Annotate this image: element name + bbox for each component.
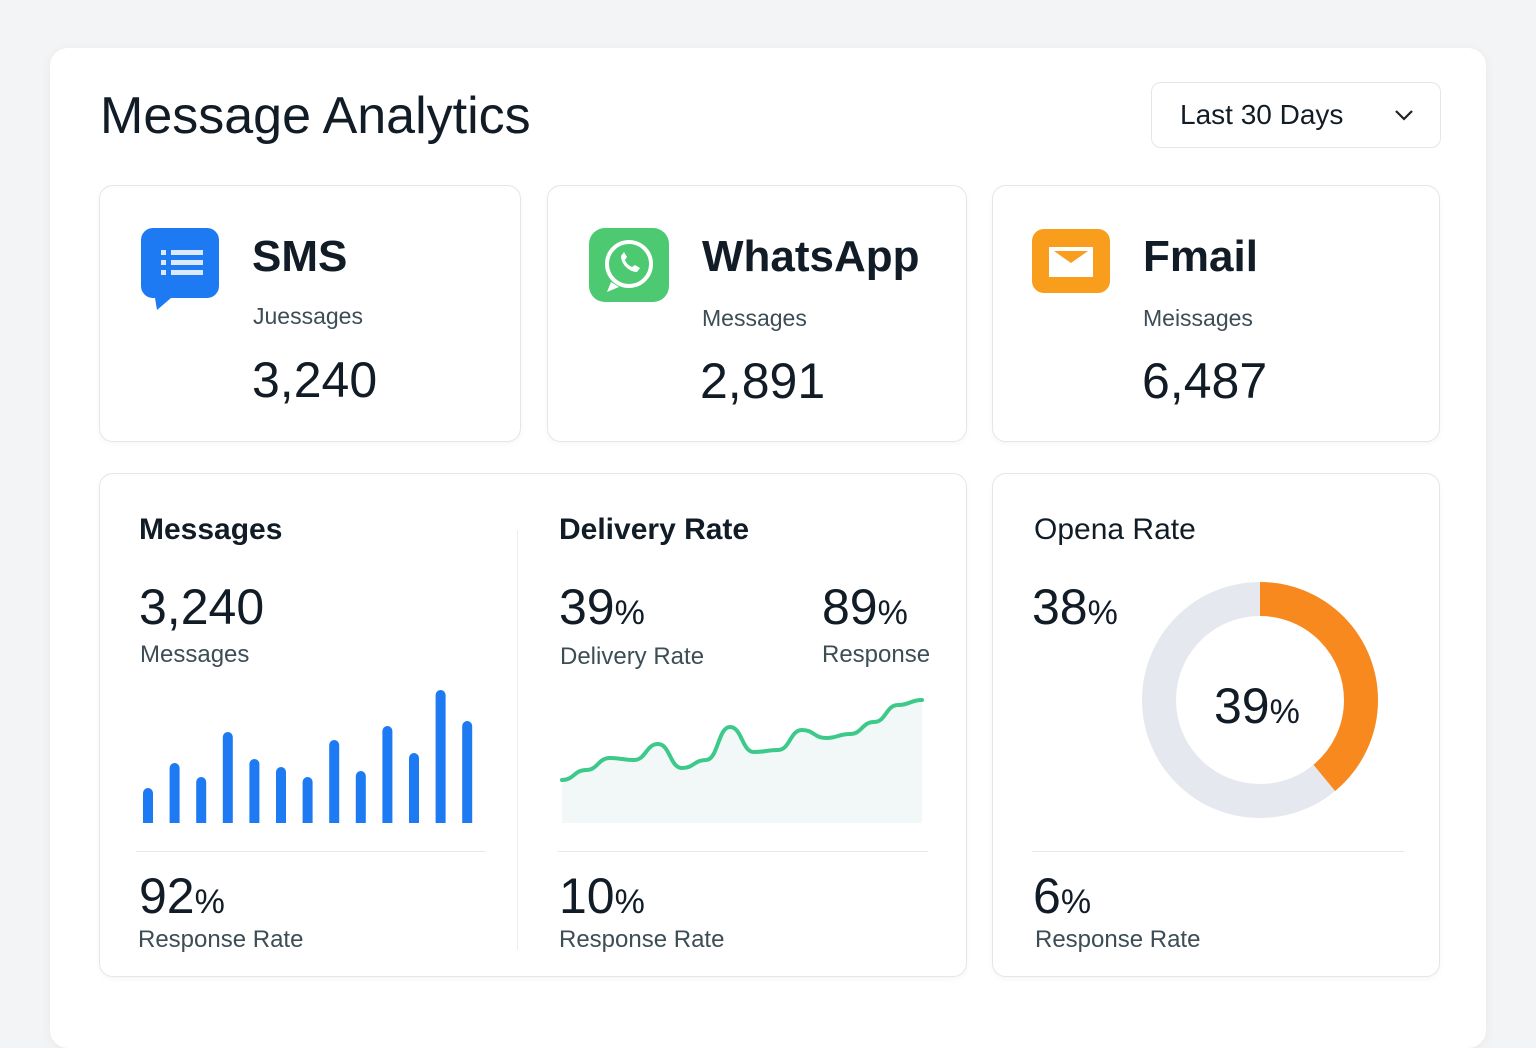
bar xyxy=(329,740,340,828)
bar xyxy=(196,777,207,828)
delivery-area-chart xyxy=(560,698,924,823)
sms-card[interactable]: SMS Juessages 3,240 xyxy=(99,185,521,442)
chevron-down-icon xyxy=(1395,110,1413,121)
area-fill xyxy=(562,700,922,823)
bar xyxy=(382,726,393,828)
delivery-rate-value: 39% xyxy=(559,579,645,635)
messages-title: Messages xyxy=(139,513,283,546)
email-card[interactable]: Fmail Meissages 6,487 xyxy=(992,185,1440,442)
open-rate-donut xyxy=(1142,582,1378,818)
delivery-response-rate: 10% xyxy=(559,868,645,924)
messages-rate-label: Response Rate xyxy=(138,926,304,953)
whatsapp-icon xyxy=(589,228,669,302)
envelope-icon xyxy=(1032,229,1110,293)
response-value: 89% xyxy=(822,579,908,635)
divider xyxy=(1032,851,1404,852)
channel-name: Fmail xyxy=(1143,232,1258,281)
messages-bar-chart xyxy=(130,690,490,830)
whatsapp-card[interactable]: WhatsApp Messages 2,891 xyxy=(547,185,967,442)
donut-slice xyxy=(1142,582,1378,818)
bar xyxy=(435,690,446,828)
channel-count: 3,240 xyxy=(252,352,378,408)
channel-name: WhatsApp xyxy=(702,232,920,281)
open-response-rate: 6% xyxy=(1033,868,1092,924)
delivery-line xyxy=(560,698,924,782)
chat-bubble-icon xyxy=(141,228,219,310)
open-rate-title: Opena Rate xyxy=(1034,513,1196,546)
messages-label: Messages xyxy=(140,641,250,668)
date-range-dropdown[interactable]: Last 30 Days xyxy=(1151,82,1441,148)
date-range-label: Last 30 Days xyxy=(1180,99,1344,130)
delivery-rate-label2: Response Rate xyxy=(559,926,725,953)
bar xyxy=(249,759,260,828)
donut-center-value: 39% xyxy=(1214,678,1300,734)
divider xyxy=(136,851,486,852)
divider xyxy=(517,530,518,950)
bar xyxy=(169,763,180,828)
bar xyxy=(276,767,286,828)
messages-response-rate: 92% xyxy=(139,868,225,924)
delivery-title: Delivery Rate xyxy=(559,513,750,546)
channel-sub: Messages xyxy=(702,305,807,331)
bar xyxy=(355,771,366,828)
bar xyxy=(143,788,153,828)
messages-value: 3,240 xyxy=(139,579,265,635)
bar xyxy=(462,721,473,828)
messages-delivery-card xyxy=(99,473,967,977)
page-title: Message Analytics xyxy=(100,87,531,145)
divider xyxy=(558,851,928,852)
bar xyxy=(302,777,313,828)
bar xyxy=(409,753,419,828)
open-rate-label: Response Rate xyxy=(1035,926,1201,953)
channel-count: 6,487 xyxy=(1142,353,1268,409)
response-label: Response xyxy=(822,641,931,668)
channel-sub: Juessages xyxy=(253,303,363,329)
bar xyxy=(222,732,233,828)
delivery-rate-label: Delivery Rate xyxy=(560,643,705,670)
open-rate-value: 38% xyxy=(1032,579,1118,635)
channel-name: SMS xyxy=(252,232,348,281)
channel-sub: Meissages xyxy=(1143,305,1253,331)
channel-count: 2,891 xyxy=(700,353,826,409)
